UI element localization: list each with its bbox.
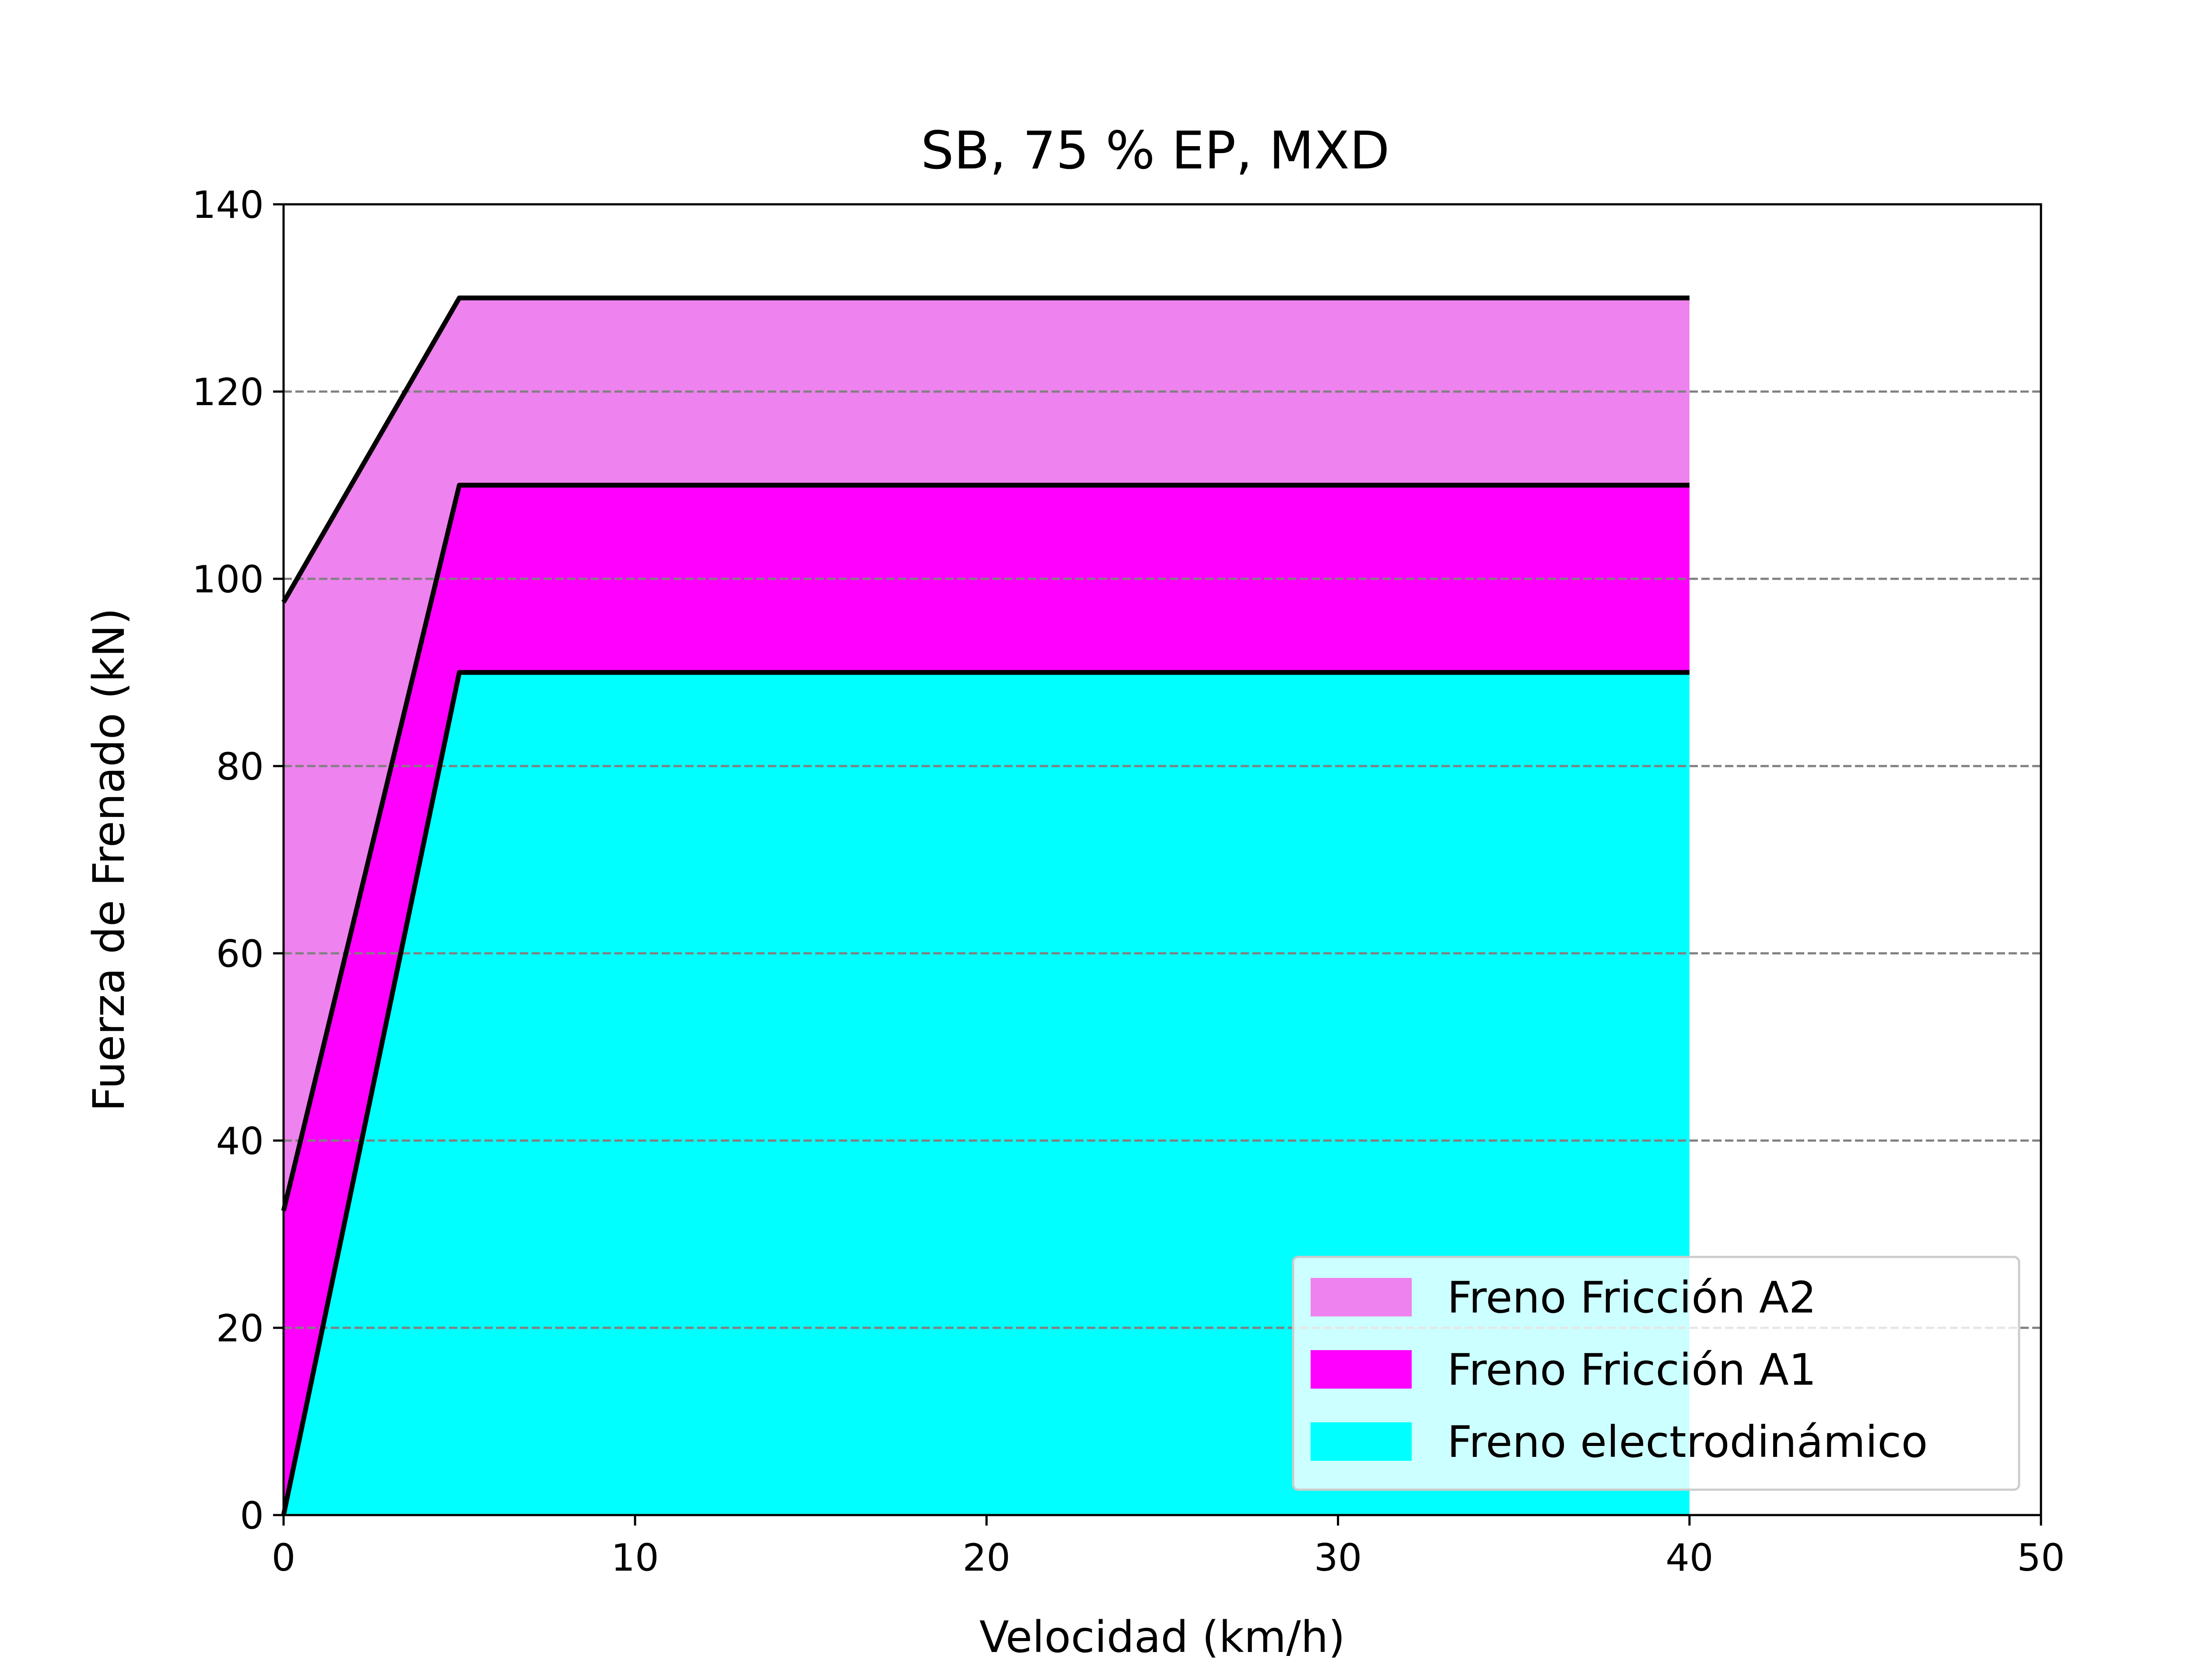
legend-label-freno-electrodinamico: Freno electrodinámico (1447, 1417, 1928, 1467)
y-axis: 0 20 40 60 80 100 120 140 (192, 183, 284, 1538)
legend-label-freno-friccion-a2: Freno Fricción A2 (1447, 1273, 1816, 1323)
grid-layer (284, 390, 2041, 1329)
chart-title: SB, 75 % EP, MXD (921, 121, 1389, 181)
x-tick-label: 0 (272, 1536, 296, 1580)
y-tick-label: 0 (240, 1494, 264, 1538)
x-tick-label: 20 (963, 1536, 1010, 1580)
area-freno-friccion-a1 (284, 485, 1690, 1515)
legend-swatch-freno-friccion-a2 (1311, 1278, 1412, 1316)
legend-swatch-freno-electrodinamico (1311, 1422, 1412, 1461)
x-tick-label: 50 (2017, 1536, 2065, 1580)
line-freno-electrodinamico (281, 670, 1690, 1516)
y-tick-label: 60 (216, 932, 264, 976)
y-tick-label: 20 (216, 1307, 264, 1351)
area-freno-friccion-a2 (284, 298, 1690, 1211)
x-axis: 0 10 20 30 40 50 (272, 1515, 2065, 1580)
y-tick-label: 100 (192, 558, 264, 602)
y-tick-label: 80 (216, 745, 264, 789)
boundary-lines (281, 295, 1690, 1516)
y-tick-label: 40 (216, 1120, 264, 1163)
x-axis-label: Velocidad (km/h) (979, 1612, 1345, 1662)
x-tick-label: 30 (1314, 1536, 1362, 1580)
y-axis-label: Fuerza de Frenado (kN) (84, 608, 134, 1111)
line-freno-friccion-a2 (281, 295, 1690, 604)
x-tick-label: 10 (611, 1536, 659, 1580)
legend-box (1292, 1256, 2020, 1491)
legend-label-freno-friccion-a1: Freno Fricción A1 (1447, 1345, 1816, 1395)
y-tick-label: 140 (192, 183, 264, 227)
plot-frame (282, 203, 2042, 1516)
legend-swatch-freno-friccion-a1 (1311, 1350, 1412, 1389)
legend: Freno Fricción A2 Freno Fricción A1 Freno … (1292, 1256, 2020, 1491)
x-tick-label: 40 (1666, 1536, 1713, 1580)
y-tick-label: 120 (192, 371, 264, 414)
line-freno-friccion-a1 (281, 483, 1690, 1211)
